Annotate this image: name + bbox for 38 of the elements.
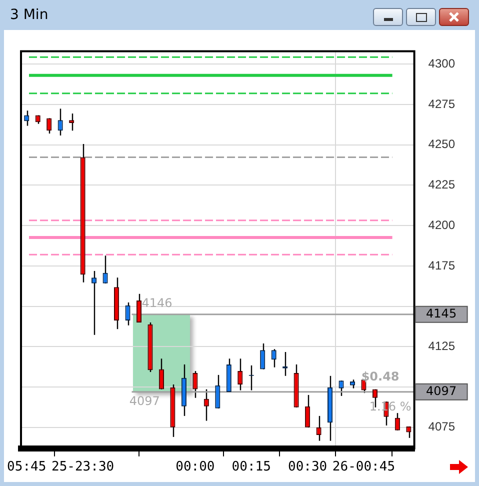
x-tick-label: 26-00:45 xyxy=(332,460,396,475)
y-tick-label: 4300 xyxy=(428,56,456,70)
annotation: $0.48 xyxy=(361,370,400,384)
y-tick-label: 4200 xyxy=(428,218,456,232)
candlestick xyxy=(238,358,243,391)
annotation: 4146 xyxy=(142,296,172,310)
candlestick xyxy=(92,270,97,336)
candlestick xyxy=(260,342,266,370)
y-tick-label: 4075 xyxy=(428,420,456,434)
candlestick xyxy=(102,255,108,284)
candlestick xyxy=(215,374,220,409)
y-tick-label: 4225 xyxy=(428,178,456,192)
candlestick xyxy=(69,112,74,132)
candlestick xyxy=(394,412,400,431)
candlestick xyxy=(58,108,63,136)
y-tick-label: 4250 xyxy=(428,137,456,152)
candlestick xyxy=(204,388,209,422)
y-tick-label: 4175 xyxy=(428,258,456,272)
candlestick xyxy=(136,293,142,324)
ref-line-label: 4097 xyxy=(426,384,457,398)
candlestick xyxy=(316,415,322,442)
candlestick xyxy=(125,302,130,326)
candlestick xyxy=(338,380,344,397)
x-tick-label: 00:00 xyxy=(176,460,215,475)
x-tick-label: 00:15 xyxy=(232,460,271,475)
x-tick-label: 25-23:30 xyxy=(51,460,114,475)
y-tick-label: 4125 xyxy=(428,338,456,353)
candlestick xyxy=(271,348,276,368)
ref-line-label: 4145 xyxy=(426,306,457,321)
candlestick xyxy=(46,118,52,134)
annotation: 4097 xyxy=(129,394,160,408)
y-tick-label: 4275 xyxy=(428,96,456,111)
x-tick-label: 05:45 xyxy=(7,460,46,475)
candlestick xyxy=(305,394,310,428)
x-tick-label: 00:30 xyxy=(288,460,328,475)
chart-title: 3 Min xyxy=(10,7,48,23)
candlestick xyxy=(192,370,198,398)
candlestick xyxy=(158,358,164,390)
